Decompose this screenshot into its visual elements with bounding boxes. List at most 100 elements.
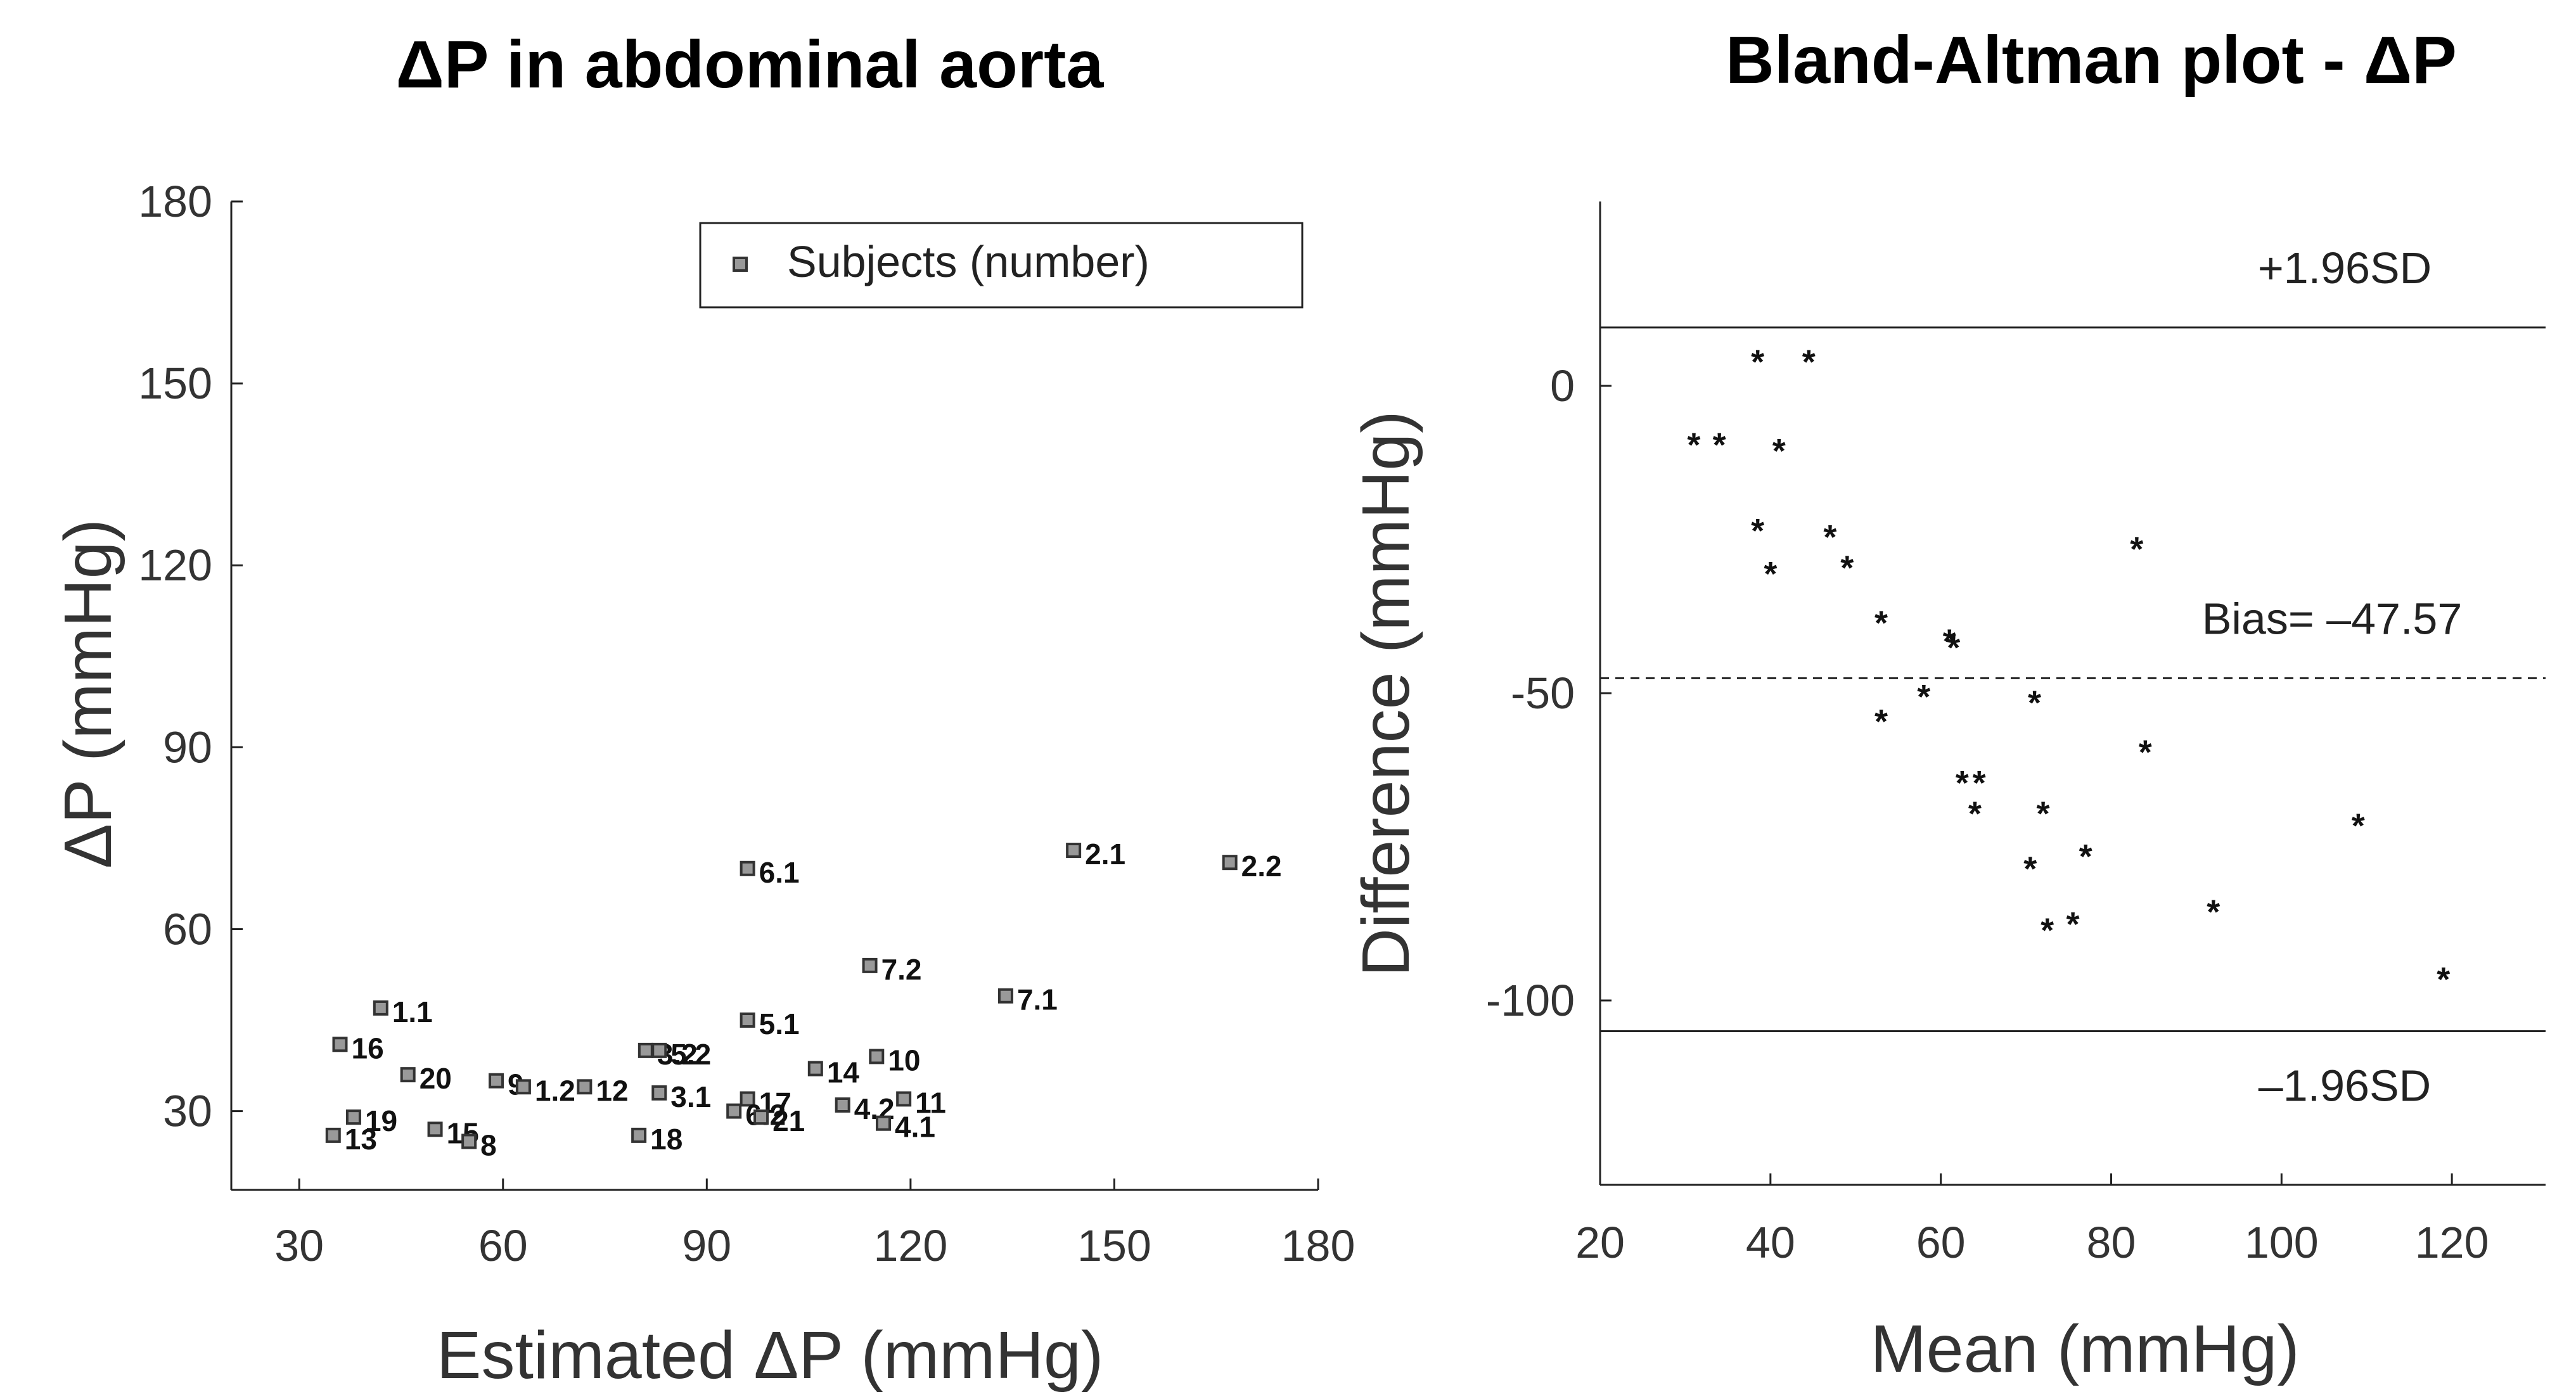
right-x-tick-label: 120 — [2415, 1218, 2489, 1267]
right-x-tick-label: 40 — [1746, 1218, 1795, 1267]
data-point-label: 20 — [420, 1062, 452, 1095]
data-point-label: 5.1 — [759, 1007, 800, 1040]
upper-limit-label: +1.96SD — [2258, 243, 2432, 293]
data-point-marker — [651, 1042, 667, 1058]
left-y-tick-label: 90 — [163, 722, 212, 772]
right-data-points: * ** * ** ** * ** **** *** ** * **** * ** — [1687, 343, 2450, 999]
left-x-tick-label: 60 — [478, 1221, 528, 1270]
lower-limit-label: –1.96SD — [2259, 1061, 2431, 1111]
data-point-marker: * — [1874, 604, 1888, 642]
data-point-marker: * — [2079, 838, 2092, 876]
data-point-marker — [740, 1091, 755, 1107]
data-point-label: 12 — [596, 1074, 628, 1107]
right-x-tick-label: 80 — [2087, 1218, 2136, 1267]
left-x-axis-label: Estimated ΔP (mmHg) — [437, 1318, 1104, 1393]
data-point-marker — [515, 1079, 531, 1095]
legend-box — [699, 222, 1304, 309]
right-y-tick-label: 0 — [1550, 361, 1575, 411]
right-x-tick-label: 100 — [2245, 1218, 2319, 1267]
right-y-tick-label: -100 — [1486, 976, 1575, 1025]
left-legend: Subjects (number) — [699, 222, 1304, 309]
data-point-marker: * — [1751, 512, 1764, 550]
legend-entry: Subjects (number) — [787, 237, 1150, 286]
data-point-marker: * — [2036, 795, 2049, 833]
data-point-marker — [807, 1061, 823, 1076]
data-point-label: 19 — [365, 1104, 397, 1137]
data-point-marker — [332, 1037, 348, 1052]
data-point-marker: * — [2437, 961, 2450, 999]
data-point-marker: * — [2130, 530, 2143, 568]
data-point-label: 10 — [888, 1044, 920, 1076]
right-axes: 20 40 60 80 100 120 0 -50 -100 — [1486, 201, 2546, 1267]
data-point-marker: * — [1687, 426, 1700, 464]
left-x-tick-label: 90 — [682, 1221, 731, 1270]
data-point-marker: * — [1874, 703, 1888, 741]
left-x-tick-label: 180 — [1281, 1221, 1355, 1270]
right-reference-lines: +1.96SD Bias= –47.57 –1.96SD — [1600, 243, 2546, 1111]
legend-marker-square — [733, 257, 748, 272]
left-x-tick-label: 30 — [274, 1221, 324, 1270]
data-point-label: 7.1 — [1017, 983, 1058, 1016]
data-point-marker: * — [2028, 684, 2041, 722]
right-chart-title: Bland-Altman plot - ΔP — [1726, 23, 2457, 98]
left-data-points: 1.11620131915891.2123.25.23.118176.2215.… — [325, 838, 1282, 1161]
data-point-label: 4.1 — [895, 1111, 935, 1144]
data-point-marker: * — [2207, 893, 2220, 931]
left-y-axis-label: ΔP (mmHg) — [51, 519, 125, 869]
data-point-marker — [896, 1091, 912, 1107]
data-point-marker — [373, 1000, 388, 1016]
data-point-marker — [577, 1079, 593, 1095]
data-point-label: 7.2 — [881, 953, 922, 986]
data-point-marker — [345, 1109, 361, 1125]
data-point-marker: * — [1956, 764, 1969, 802]
data-point-marker — [1222, 855, 1238, 871]
right-y-tick-label: -50 — [1511, 668, 1575, 718]
data-point-label: 2.2 — [1241, 850, 1282, 883]
data-point-marker — [835, 1097, 850, 1113]
bias-label: Bias= –47.57 — [2202, 594, 2463, 643]
left-axes: 30 60 90 120 150 180 30 60 90 120 150 180 — [138, 177, 1355, 1270]
data-point-marker — [489, 1073, 504, 1089]
data-point-marker: * — [1947, 629, 1960, 667]
data-point-label: 21 — [772, 1104, 805, 1137]
data-point-marker: * — [1968, 795, 1982, 833]
data-point-marker: * — [1943, 623, 1956, 661]
data-point-marker — [753, 1109, 769, 1125]
left-chart: ΔP in abdominal aorta Estimated ΔP (mmHg… — [51, 27, 1355, 1393]
data-point-label: 11 — [915, 1086, 946, 1119]
data-point-marker: * — [1764, 555, 1777, 593]
right-x-axis-label: Mean (mmHg) — [1870, 1312, 2299, 1386]
data-point-marker — [876, 1115, 891, 1131]
left-y-tick-label: 120 — [138, 540, 212, 590]
right-y-axis-label: Difference (mmHg) — [1349, 411, 1423, 976]
data-point-label: 14 — [827, 1056, 860, 1089]
left-y-tick-label: 60 — [163, 904, 212, 954]
data-point-label: 1.1 — [392, 995, 433, 1028]
data-point-marker — [740, 860, 755, 876]
data-point-marker: * — [1802, 343, 1816, 381]
data-point-label: 5.2 — [670, 1038, 711, 1071]
data-point-marker — [631, 1127, 647, 1143]
left-y-tick-label: 150 — [138, 359, 212, 408]
data-point-marker: * — [1823, 518, 1836, 556]
data-point-marker — [869, 1049, 885, 1064]
data-point-marker — [726, 1103, 742, 1119]
data-point-marker: * — [1917, 678, 1930, 716]
data-point-marker: * — [1840, 549, 1854, 587]
data-point-marker — [461, 1134, 477, 1149]
data-point-marker: * — [2066, 905, 2079, 943]
data-point-label: 13 — [345, 1123, 377, 1156]
data-point-label: 18 — [650, 1123, 682, 1156]
data-point-marker — [400, 1067, 416, 1083]
data-point-marker: * — [1772, 432, 1786, 470]
left-x-tick-label: 120 — [873, 1221, 947, 1270]
data-point-marker — [1066, 843, 1082, 859]
data-point-marker: * — [1713, 426, 1726, 464]
data-point-marker: * — [2352, 807, 2365, 845]
data-point-marker — [325, 1127, 341, 1143]
data-point-marker — [997, 988, 1013, 1004]
data-point-marker — [740, 1013, 755, 1028]
data-point-label: 16 — [352, 1032, 384, 1064]
right-x-tick-label: 60 — [1916, 1218, 1966, 1267]
